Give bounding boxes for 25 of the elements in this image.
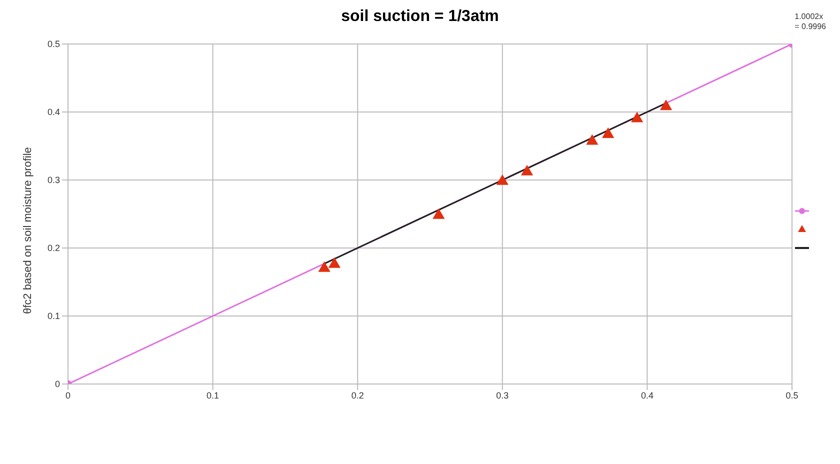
point [660, 100, 672, 110]
chart-title: soil suction = 1/3atm [341, 8, 499, 25]
x-tick-label: 0.3 [496, 390, 509, 400]
text: 1.0002x [794, 12, 824, 22]
y-tick-label: 0 [54, 379, 60, 390]
point [602, 127, 614, 138]
point [318, 261, 330, 272]
x-tick-label: 0.2 [351, 390, 364, 400]
point [432, 208, 445, 219]
y-tick-label: 0.4 [47, 107, 60, 118]
x-tick-label: 0 [65, 390, 71, 400]
y-tick-label: 0.1 [47, 311, 60, 322]
y-tick-label: 0.2 [47, 243, 60, 254]
y-tick-label: 0.3 [47, 175, 60, 186]
point [328, 257, 341, 268]
x-tick-label: 0.5 [786, 390, 798, 400]
text: = 0.9996 [794, 22, 826, 32]
point [520, 164, 534, 176]
y-axis-title: θfc2 based on soil moisture profile [22, 147, 34, 314]
point [630, 112, 644, 122]
x-tick-label: 0.4 [640, 390, 654, 400]
y-tick-label: 0.5 [47, 39, 60, 50]
point [586, 134, 598, 145]
x-tick-label: 0.1 [206, 390, 220, 400]
point [496, 174, 508, 185]
